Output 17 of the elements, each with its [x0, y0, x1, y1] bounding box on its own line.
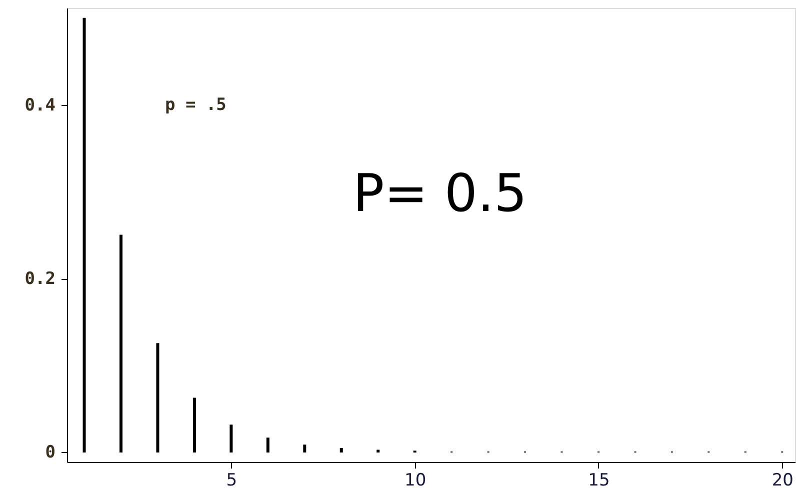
x-tick-label: 5: [226, 470, 238, 490]
bar: [303, 444, 306, 453]
annotation: P= 0.5: [352, 164, 528, 224]
bar: [119, 234, 122, 453]
y-tick-label: 0: [45, 442, 56, 463]
bar: [230, 424, 233, 453]
y-tick-label: 0.2: [24, 269, 56, 290]
x-tick-label: 10: [404, 470, 426, 490]
bar: [340, 448, 343, 453]
y-tick-label: 0.4: [24, 96, 56, 116]
bar: [192, 398, 196, 453]
annotation: p = .5: [165, 95, 226, 115]
x-tick-label: 20: [772, 470, 794, 490]
bar: [156, 343, 160, 453]
x-tick-label: 15: [588, 470, 610, 490]
bar: [266, 438, 270, 453]
bar: [82, 18, 86, 453]
